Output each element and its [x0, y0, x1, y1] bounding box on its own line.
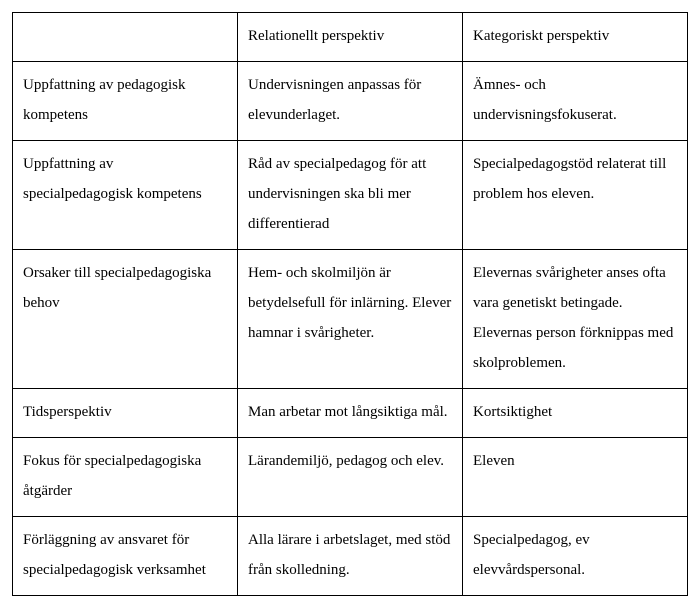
table-row: Orsaker till specialpedagogiska behov He…: [13, 250, 688, 389]
table-row: Förläggning av ansvaret för specialpedag…: [13, 517, 688, 596]
row-label: Uppfattning av pedagogisk kompetens: [13, 62, 238, 141]
row-label: Fokus för specialpedagogiska åtgärder: [13, 438, 238, 517]
cell-categorical: Eleven: [463, 438, 688, 517]
row-label: Orsaker till specialpedagogiska behov: [13, 250, 238, 389]
cell-categorical: Elevernas svårigheter anses ofta vara ge…: [463, 250, 688, 389]
table-row: Tidsperspektiv Man arbetar mot långsikti…: [13, 389, 688, 438]
cell-relational: Hem- och skolmiljön är betydelsefull för…: [238, 250, 463, 389]
cell-relational: Råd av specialpedagog för att undervisni…: [238, 141, 463, 250]
table-row: Uppfattning av specialpedagogisk kompete…: [13, 141, 688, 250]
header-cell-empty: [13, 13, 238, 62]
row-label: Uppfattning av specialpedagogisk kompete…: [13, 141, 238, 250]
cell-relational: Undervisningen anpassas för elevunderlag…: [238, 62, 463, 141]
header-cell-relational: Relationellt perspektiv: [238, 13, 463, 62]
cell-categorical: Specialpedagogstöd relaterat till proble…: [463, 141, 688, 250]
table-header-row: Relationellt perspektiv Kategoriskt pers…: [13, 13, 688, 62]
perspectives-table: Relationellt perspektiv Kategoriskt pers…: [12, 12, 688, 596]
cell-relational: Lärandemiljö, pedagog och elev.: [238, 438, 463, 517]
row-label: Tidsperspektiv: [13, 389, 238, 438]
cell-relational: Man arbetar mot långsiktiga mål.: [238, 389, 463, 438]
cell-categorical: Kortsiktighet: [463, 389, 688, 438]
cell-categorical: Ämnes- och undervisningsfokuserat.: [463, 62, 688, 141]
table-row: Uppfattning av pedagogisk kompetens Unde…: [13, 62, 688, 141]
cell-relational: Alla lärare i arbetslaget, med stöd från…: [238, 517, 463, 596]
header-cell-categorical: Kategoriskt perspektiv: [463, 13, 688, 62]
row-label: Förläggning av ansvaret för specialpedag…: [13, 517, 238, 596]
table-row: Fokus för specialpedagogiska åtgärder Lä…: [13, 438, 688, 517]
cell-categorical: Specialpedagog, ev elevvårdspersonal.: [463, 517, 688, 596]
